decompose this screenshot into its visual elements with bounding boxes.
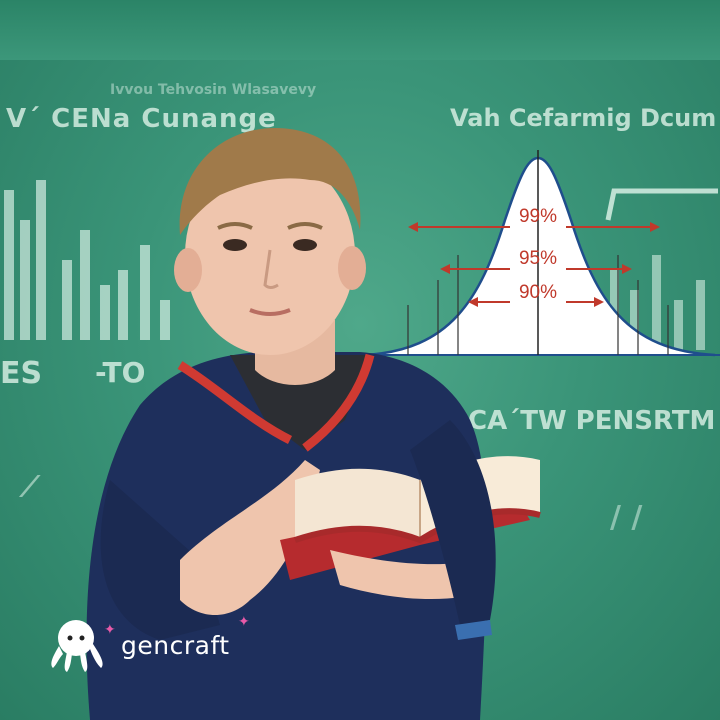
brow-right bbox=[287, 222, 323, 230]
chalk-bracket bbox=[605, 188, 718, 221]
sparkle-icon: ✦ bbox=[238, 614, 250, 630]
eye-left bbox=[223, 239, 247, 251]
label-99: 99% bbox=[519, 206, 557, 227]
gencraft-logo: gencraft bbox=[45, 616, 230, 674]
hood-trim bbox=[302, 353, 375, 452]
arrowhead bbox=[468, 297, 478, 307]
cuff-right bbox=[455, 620, 492, 640]
bell-curve-svg: 99% 95% 90% bbox=[360, 150, 720, 357]
chalk-heading-left: V´ CENa Cunange bbox=[6, 104, 277, 134]
sparkle-icon: ✦ bbox=[104, 622, 116, 638]
eye-right bbox=[293, 239, 317, 251]
arrowhead bbox=[650, 222, 660, 232]
bell-curve-fill bbox=[365, 158, 715, 355]
chalk-doodle-left: ⟋ bbox=[20, 470, 40, 503]
nose bbox=[263, 249, 279, 289]
chalk-heading-right: Vah Cefarmig Dcum bbox=[450, 104, 717, 132]
chalk-marks-left-2: -TO bbox=[95, 356, 146, 389]
chalk-marks-left: ES bbox=[0, 356, 43, 391]
chalkboard-top-band bbox=[0, 0, 720, 60]
arrowhead bbox=[594, 297, 604, 307]
hair bbox=[179, 128, 361, 235]
chalk-doodle-right: / / bbox=[610, 500, 643, 535]
arrowhead bbox=[440, 264, 450, 274]
hood-trim bbox=[177, 361, 293, 445]
logo-text: gencraft bbox=[121, 630, 230, 660]
book-edge bbox=[294, 508, 541, 544]
octopus-icon bbox=[51, 620, 103, 672]
chalk-subheading-right: CA´TW PENSRTM bbox=[468, 406, 716, 436]
chalk-bar-sketch-left bbox=[0, 170, 190, 340]
brow-left bbox=[217, 222, 253, 230]
label-95: 95% bbox=[519, 248, 557, 269]
mouth bbox=[249, 308, 291, 316]
ear-left bbox=[174, 248, 202, 292]
boy-with-book bbox=[86, 128, 541, 720]
book-pages-left bbox=[295, 468, 420, 540]
hand-left bbox=[180, 460, 320, 615]
ear-right bbox=[338, 246, 366, 290]
arrowhead bbox=[408, 222, 418, 232]
bell-curve-panel: 99% 95% 90% bbox=[360, 150, 720, 360]
arm-right bbox=[410, 420, 496, 625]
chalk-scribble-top: Ivvou Tehvosin Wlasavevy bbox=[110, 82, 317, 98]
arrowhead bbox=[622, 264, 632, 274]
hand-right bbox=[330, 550, 490, 600]
label-90: 90% bbox=[519, 282, 557, 303]
